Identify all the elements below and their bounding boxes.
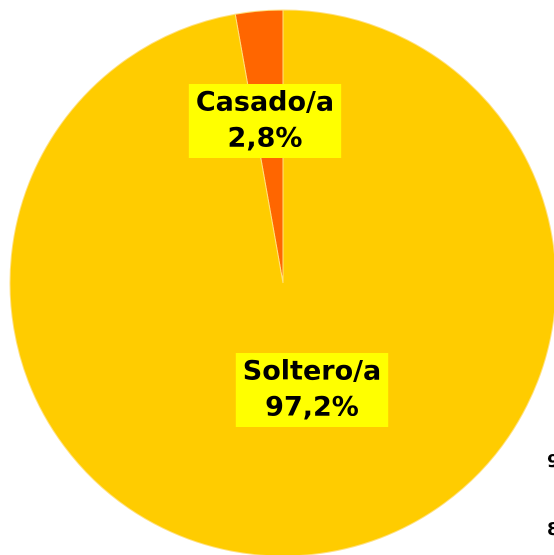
value-label: 97,2% [265, 392, 359, 423]
value-label: 2,8% [228, 123, 303, 154]
annotation: 9 [547, 451, 554, 472]
label-box [235, 353, 389, 427]
slice-label: Casado/a 2,8% [188, 84, 342, 158]
slice-label: Soltero/a 97,2% [235, 353, 389, 427]
category-label: Casado/a [196, 87, 334, 118]
annotation: 8 [547, 519, 554, 540]
label-box [188, 84, 342, 158]
category-label: Soltero/a [243, 356, 381, 387]
